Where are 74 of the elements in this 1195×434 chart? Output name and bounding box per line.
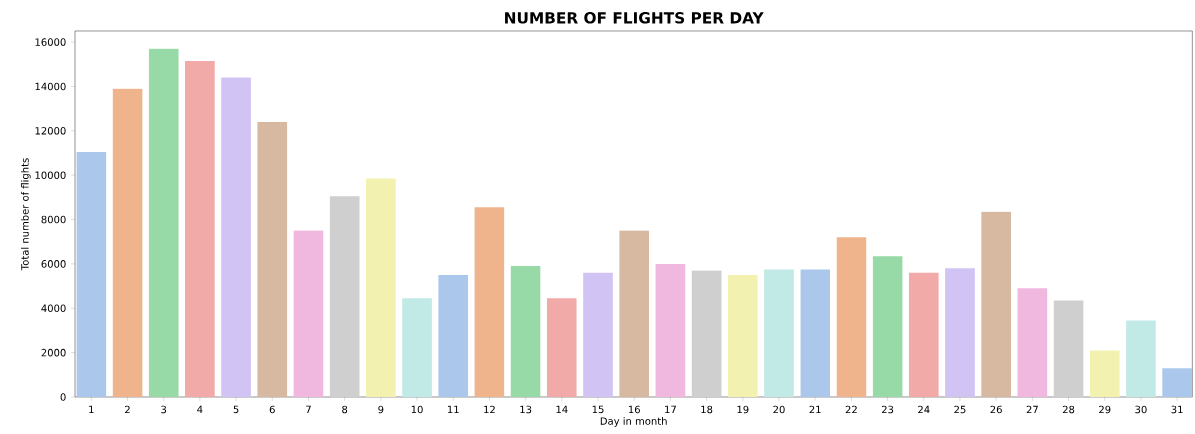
bar — [438, 274, 469, 397]
x-tick-label: 27 — [1026, 405, 1038, 414]
x-tick-label: 28 — [1062, 405, 1075, 414]
bar — [1162, 368, 1192, 397]
y-tick-label: 8000 — [41, 215, 66, 224]
bar — [474, 207, 505, 397]
x-tick-label: 22 — [845, 405, 857, 414]
x-tick-label: 2 — [125, 405, 130, 414]
x-tick-label: 1 — [89, 405, 94, 413]
x-tick-label: 13 — [520, 405, 532, 414]
x-tick-label: 20 — [773, 405, 785, 414]
bar — [800, 269, 831, 397]
y-axis-title: Total number of flights — [21, 158, 31, 271]
x-tick-label: 19 — [737, 405, 749, 414]
bar — [691, 270, 722, 397]
y-tick-label: 12000 — [35, 127, 66, 135]
x-tick-label: 11 — [447, 405, 459, 413]
y-tick-label: 4000 — [41, 304, 66, 313]
x-tick-label: 9 — [378, 405, 384, 414]
x-tick-label: 18 — [701, 405, 713, 414]
bar — [1089, 350, 1120, 397]
bar — [1053, 300, 1084, 397]
bar — [293, 230, 324, 397]
x-tick-label: 17 — [665, 405, 676, 413]
x-tick-label: 12 — [484, 405, 495, 414]
bar — [872, 256, 903, 397]
x-tick-label: 8 — [342, 405, 348, 414]
bar — [945, 268, 975, 397]
bar — [1126, 320, 1156, 397]
bar — [148, 48, 179, 397]
bar — [510, 266, 541, 397]
x-tick-label: 6 — [269, 405, 275, 414]
bar — [546, 298, 577, 397]
bar — [112, 88, 143, 397]
y-tick-label: 0 — [60, 393, 66, 401]
bar — [619, 230, 650, 397]
x-tick-label: 7 — [306, 405, 311, 413]
bar — [329, 196, 360, 397]
bar — [366, 178, 396, 397]
x-tick-label: 25 — [954, 405, 966, 414]
bar — [76, 151, 107, 397]
bar — [583, 272, 613, 397]
x-tick-label: 29 — [1099, 405, 1111, 414]
bar — [257, 121, 288, 397]
bar — [185, 60, 215, 397]
x-tick-label: 30 — [1135, 405, 1147, 414]
bar — [836, 237, 867, 397]
x-tick-label: 3 — [161, 405, 167, 414]
x-tick-label: 31 — [1171, 405, 1183, 414]
y-tick-label: 10000 — [35, 171, 66, 179]
x-tick-label: 26 — [990, 405, 1002, 414]
bar — [981, 211, 1011, 397]
x-tick-label: 14 — [556, 405, 568, 413]
bar — [655, 263, 686, 397]
bar — [1017, 288, 1048, 397]
bar — [402, 298, 432, 397]
x-tick-label: 23 — [881, 405, 894, 414]
bar — [764, 269, 794, 397]
bar — [727, 274, 758, 397]
bar — [908, 272, 939, 397]
y-tick-label: 6000 — [41, 260, 66, 268]
x-tick-label: 10 — [411, 405, 423, 414]
x-tick-label: 16 — [628, 405, 640, 414]
y-tick-label: 16000 — [35, 38, 66, 46]
x-tick-label: 5 — [233, 405, 239, 414]
y-tick-label: 2000 — [41, 348, 66, 357]
chart-title: NUMBER OF FLIGHTS PER DAY — [505, 12, 764, 24]
x-tick-label: 15 — [592, 405, 604, 414]
x-tick-label: 21 — [809, 405, 821, 414]
y-tick-label: 14000 — [35, 82, 66, 91]
bar — [221, 77, 251, 397]
x-tick-label: 4 — [197, 405, 203, 413]
x-tick-label: 24 — [918, 405, 930, 414]
x-axis-title: Day in month — [600, 417, 667, 427]
